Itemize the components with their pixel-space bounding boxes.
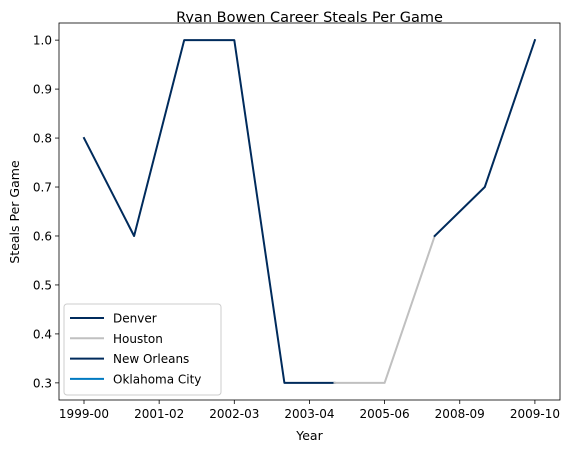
y-axis-label: Steals Per Game	[7, 160, 22, 264]
x-axis-label: Year	[295, 428, 323, 443]
legend: Denver Houston New Orleans Oklahoma City	[63, 303, 222, 396]
x-tick-label: 2005-06	[360, 407, 410, 421]
y-tick-label: 0.6	[33, 229, 52, 243]
series-line-houston	[333, 234, 436, 384]
legend-label-houston: Houston	[113, 332, 163, 346]
y-tick-label: 0.5	[33, 278, 52, 292]
x-tick-label: 2001-02	[134, 407, 184, 421]
x-tick-label: 2009-10	[510, 407, 560, 421]
y-tick-label: 0.4	[33, 327, 52, 341]
series-line-new-orleans	[433, 38, 537, 238]
y-tick-label: 0.3	[33, 376, 52, 390]
y-axis: 0.3 0.4 0.5 0.6 0.7 0.8 0.9 1.0	[33, 34, 59, 390]
series-layer	[82, 38, 537, 384]
y-tick-label: 1.0	[33, 34, 52, 48]
legend-label-new-orleans: New Orleans	[113, 352, 189, 366]
y-tick-label: 0.7	[33, 181, 52, 195]
x-tick-label: 2002-03	[209, 407, 259, 421]
legend-frame	[63, 303, 222, 396]
x-tick-label: 2008-09	[435, 407, 485, 421]
x-axis: 1999-00 2001-02 2002-03 2003-04 2005-06 2008-…	[59, 400, 560, 421]
x-tick-label: 1999-00	[59, 407, 109, 421]
legend-label-oklahoma-city: Oklahoma City	[113, 372, 201, 386]
legend-label-denver: Denver	[113, 312, 157, 326]
y-tick-label: 0.8	[33, 132, 52, 146]
series-line-denver	[82, 39, 336, 384]
x-tick-label: 2003-04	[284, 407, 334, 421]
chart-title: Ryan Bowen Career Steals Per Game	[176, 10, 443, 26]
y-tick-label: 0.9	[33, 83, 52, 97]
